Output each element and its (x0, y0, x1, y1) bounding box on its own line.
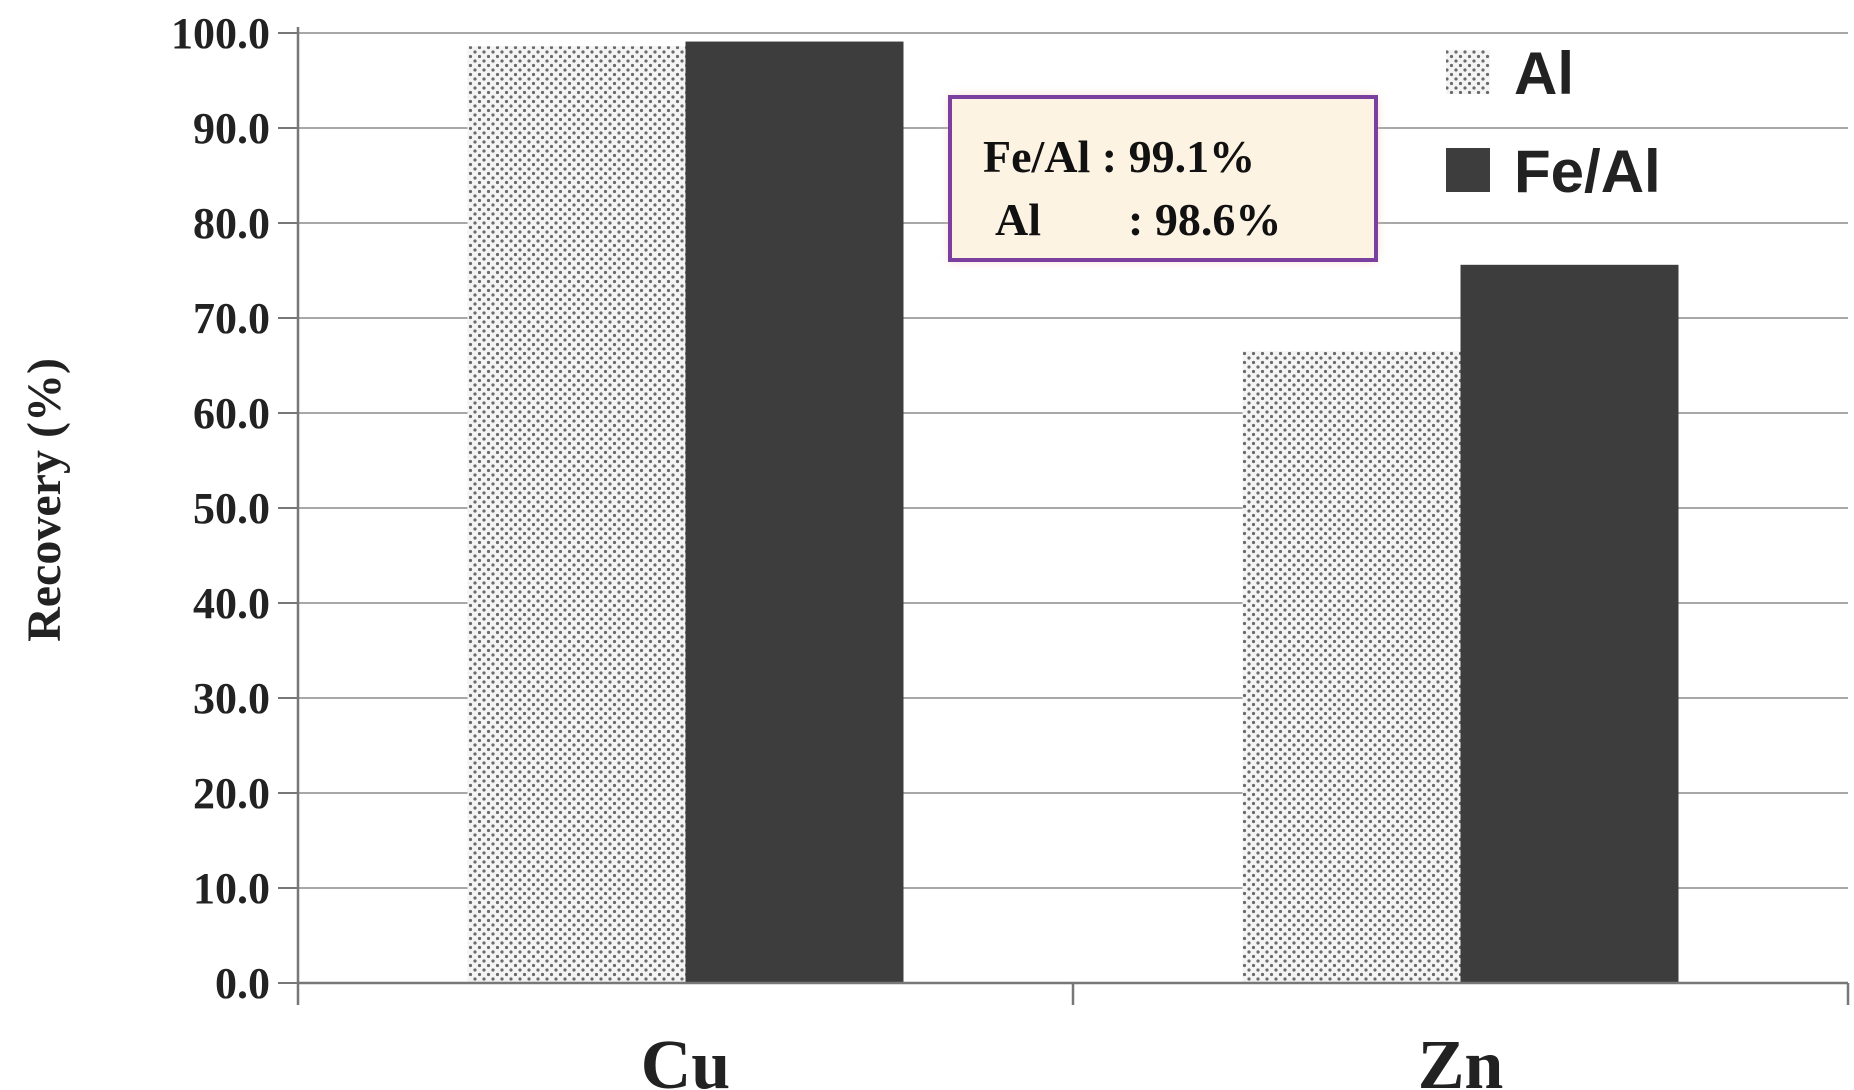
y-tick-label-1: 10.0 (193, 864, 270, 913)
y-tick-label-10: 100.0 (171, 9, 270, 58)
y-tick-labels: 0.0 10.0 20.0 30.0 40.0 50.0 60.0 70.0 80.0 90.0 1… (171, 9, 270, 1008)
legend-label-fe-al: Fe/Al (1514, 138, 1661, 205)
annotation-frame (948, 95, 1378, 262)
y-tick-label-6: 60.0 (193, 389, 270, 438)
y-tick-label-0: 0.0 (215, 959, 270, 1008)
y-tick-label-7: 70.0 (193, 294, 270, 343)
y-tick-label-2: 20.0 (193, 769, 270, 818)
legend-swatch-al (1446, 50, 1490, 94)
annotation-line-2-value: : 98.6% (1128, 194, 1281, 245)
y-tick-label-3: 30.0 (193, 674, 270, 723)
bar-fe-al-zn (1460, 264, 1679, 983)
x-category-labels: Cu Zn (641, 1027, 1504, 1090)
annotation-line-2-label: Al (995, 194, 1041, 245)
y-tick-label-5: 50.0 (193, 484, 270, 533)
axes (296, 27, 1850, 1005)
bar-fe-al-cu (685, 41, 904, 984)
legend: Al Fe/Al (1446, 40, 1661, 205)
y-tick-label-9: 90.0 (193, 104, 270, 153)
bar-al-cu (467, 46, 686, 984)
annotation-box: Fe/Al : 99.1% Al : 98.6% (948, 95, 1378, 262)
y-axis-label: Recovery (%) (18, 358, 71, 642)
x-category-label-cu: Cu (641, 1027, 730, 1090)
y-tick-label-8: 80.0 (193, 199, 270, 248)
x-category-label-zn: Zn (1418, 1027, 1504, 1090)
legend-label-al: Al (1514, 40, 1574, 107)
bar-al-zn (1242, 351, 1461, 983)
legend-swatch-fe-al (1446, 148, 1490, 192)
bars (467, 41, 1679, 984)
y-tick-label-4: 40.0 (193, 579, 270, 628)
annotation-line-1: Fe/Al : 99.1% (983, 131, 1255, 182)
